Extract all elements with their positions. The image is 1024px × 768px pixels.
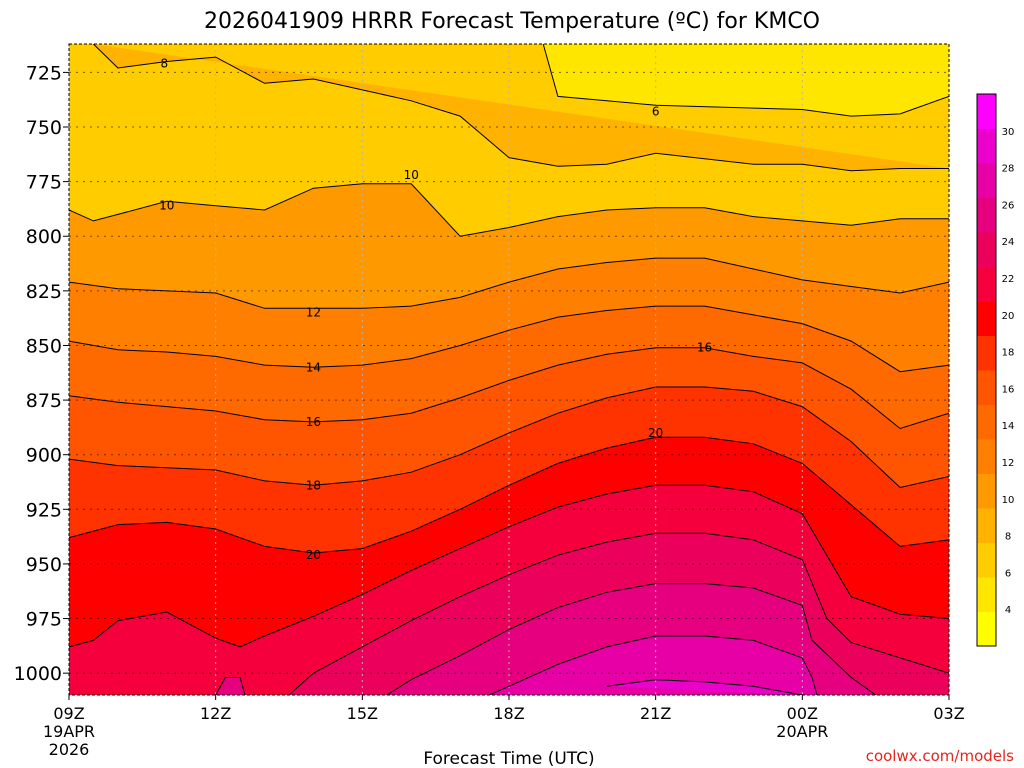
colorbar-swatch [977, 232, 996, 267]
x-axis-label: Forecast Time (UTC) [423, 749, 594, 768]
x-tick-date: 19APR [43, 722, 95, 741]
colorbar-swatch [977, 577, 996, 612]
colorbar-swatch [977, 163, 996, 198]
colorbar-tick-label: 22 [1002, 274, 1015, 285]
colorbar-swatch [977, 128, 996, 164]
colorbar: 4 6 8 10 12 14 16 18 20 22 24 26 28 30 [976, 93, 1015, 647]
contour-8 [93, 44, 949, 172]
x-tick-date: 20APR [776, 722, 828, 741]
colorbar-swatch [977, 197, 996, 233]
contour-16 [69, 347, 949, 430]
contour-30 [606, 679, 803, 695]
contour-14 [69, 305, 949, 373]
colorbar-tick-label: 12 [1002, 458, 1015, 469]
contour-10 [69, 183, 949, 237]
contour-24 [288, 532, 949, 695]
y-tick-label: 850 [26, 335, 62, 357]
x-tick-label: 21Z [640, 704, 671, 723]
contour-label-6: 6 [652, 105, 660, 119]
contour-6 [542, 44, 949, 117]
grid-lines [69, 44, 949, 695]
contour-22 [69, 484, 949, 648]
credit-text: coolwx.com/models [866, 747, 1014, 765]
colorbar-swatch [977, 542, 996, 578]
contour-label-10: 10 [404, 168, 419, 182]
y-tick-label: 1000 [14, 663, 62, 685]
colorbar-tick-label: 8 [1005, 532, 1011, 543]
contour-labels: 8 6 10 10 12 14 16 16 18 20 20 [159, 57, 712, 563]
y-tick-label: 725 [26, 62, 62, 84]
contour-label-16: 16 [697, 341, 712, 355]
colorbar-swatch [977, 611, 996, 647]
colorbar-swatch [977, 301, 996, 336]
contour-label-8: 8 [161, 57, 169, 71]
y-tick-label: 750 [26, 117, 62, 139]
y-tick-label: 875 [26, 390, 62, 412]
colorbar-swatch [977, 439, 996, 474]
contour-label-10: 10 [159, 199, 174, 213]
colorbar-tick-label: 10 [1002, 495, 1015, 506]
x-tick-label: 12Z [200, 704, 231, 723]
colorbar-swatch [977, 94, 996, 129]
colorbar-swatch [977, 266, 996, 302]
y-tick-label: 800 [26, 226, 62, 248]
y-tick-label: 775 [26, 172, 62, 194]
colorbar-tick-label: 20 [1002, 311, 1015, 322]
contour-26 [386, 583, 876, 695]
colorbar-tick-label: 30 [1002, 127, 1015, 138]
y-tick-label: 925 [26, 499, 62, 521]
x-tick-label: 00Z [787, 704, 818, 723]
colorbar-tick-label: 28 [1002, 164, 1015, 175]
colorbar-tick-label: 18 [1002, 348, 1015, 359]
contour-lines [69, 44, 949, 695]
contour-label-14: 14 [306, 360, 321, 374]
colorbar-tick-label: 24 [1002, 237, 1015, 248]
contour-20 [69, 436, 949, 554]
contour-label-18: 18 [306, 478, 321, 492]
y-tick-label: 825 [26, 281, 62, 303]
contour-label-20: 20 [306, 548, 321, 562]
x-tick-year: 2026 [49, 740, 90, 759]
colorbar-swatch [977, 473, 996, 509]
colorbar-swatch [977, 404, 996, 440]
temperature-fill-layer [69, 44, 949, 695]
pressure-axis: 725 750 775 800 825 850 875 900 925 950 975 1000 [14, 62, 69, 685]
colorbar-tick-label: 16 [1002, 384, 1015, 395]
x-tick-label: 15Z [347, 704, 378, 723]
x-tick-label: 18Z [493, 704, 524, 723]
y-tick-label: 975 [26, 609, 62, 631]
contour-label-12: 12 [306, 306, 321, 320]
contour-28 [489, 635, 818, 695]
contour-label-16: 16 [306, 415, 321, 429]
y-tick-label: 900 [26, 445, 62, 467]
contour-12 [69, 257, 949, 309]
x-tick-label: 03Z [933, 704, 964, 723]
contour-18 [69, 386, 949, 489]
chart-title: 2026041909 HRRR Forecast Temperature (ºC… [204, 9, 820, 34]
colorbar-swatch [977, 335, 996, 371]
contour-label-20: 20 [648, 426, 663, 440]
colorbar-tick-label: 6 [1005, 568, 1011, 579]
x-tick-label: 09Z [53, 704, 84, 723]
colorbar-swatch [977, 508, 996, 543]
colorbar-tick-label: 4 [1005, 605, 1011, 616]
colorbar-swatch [977, 370, 996, 405]
colorbar-tick-label: 26 [1002, 200, 1015, 211]
colorbar-tick-label: 14 [1002, 421, 1015, 432]
contour-26 [215, 677, 246, 695]
y-tick-label: 950 [26, 554, 62, 576]
